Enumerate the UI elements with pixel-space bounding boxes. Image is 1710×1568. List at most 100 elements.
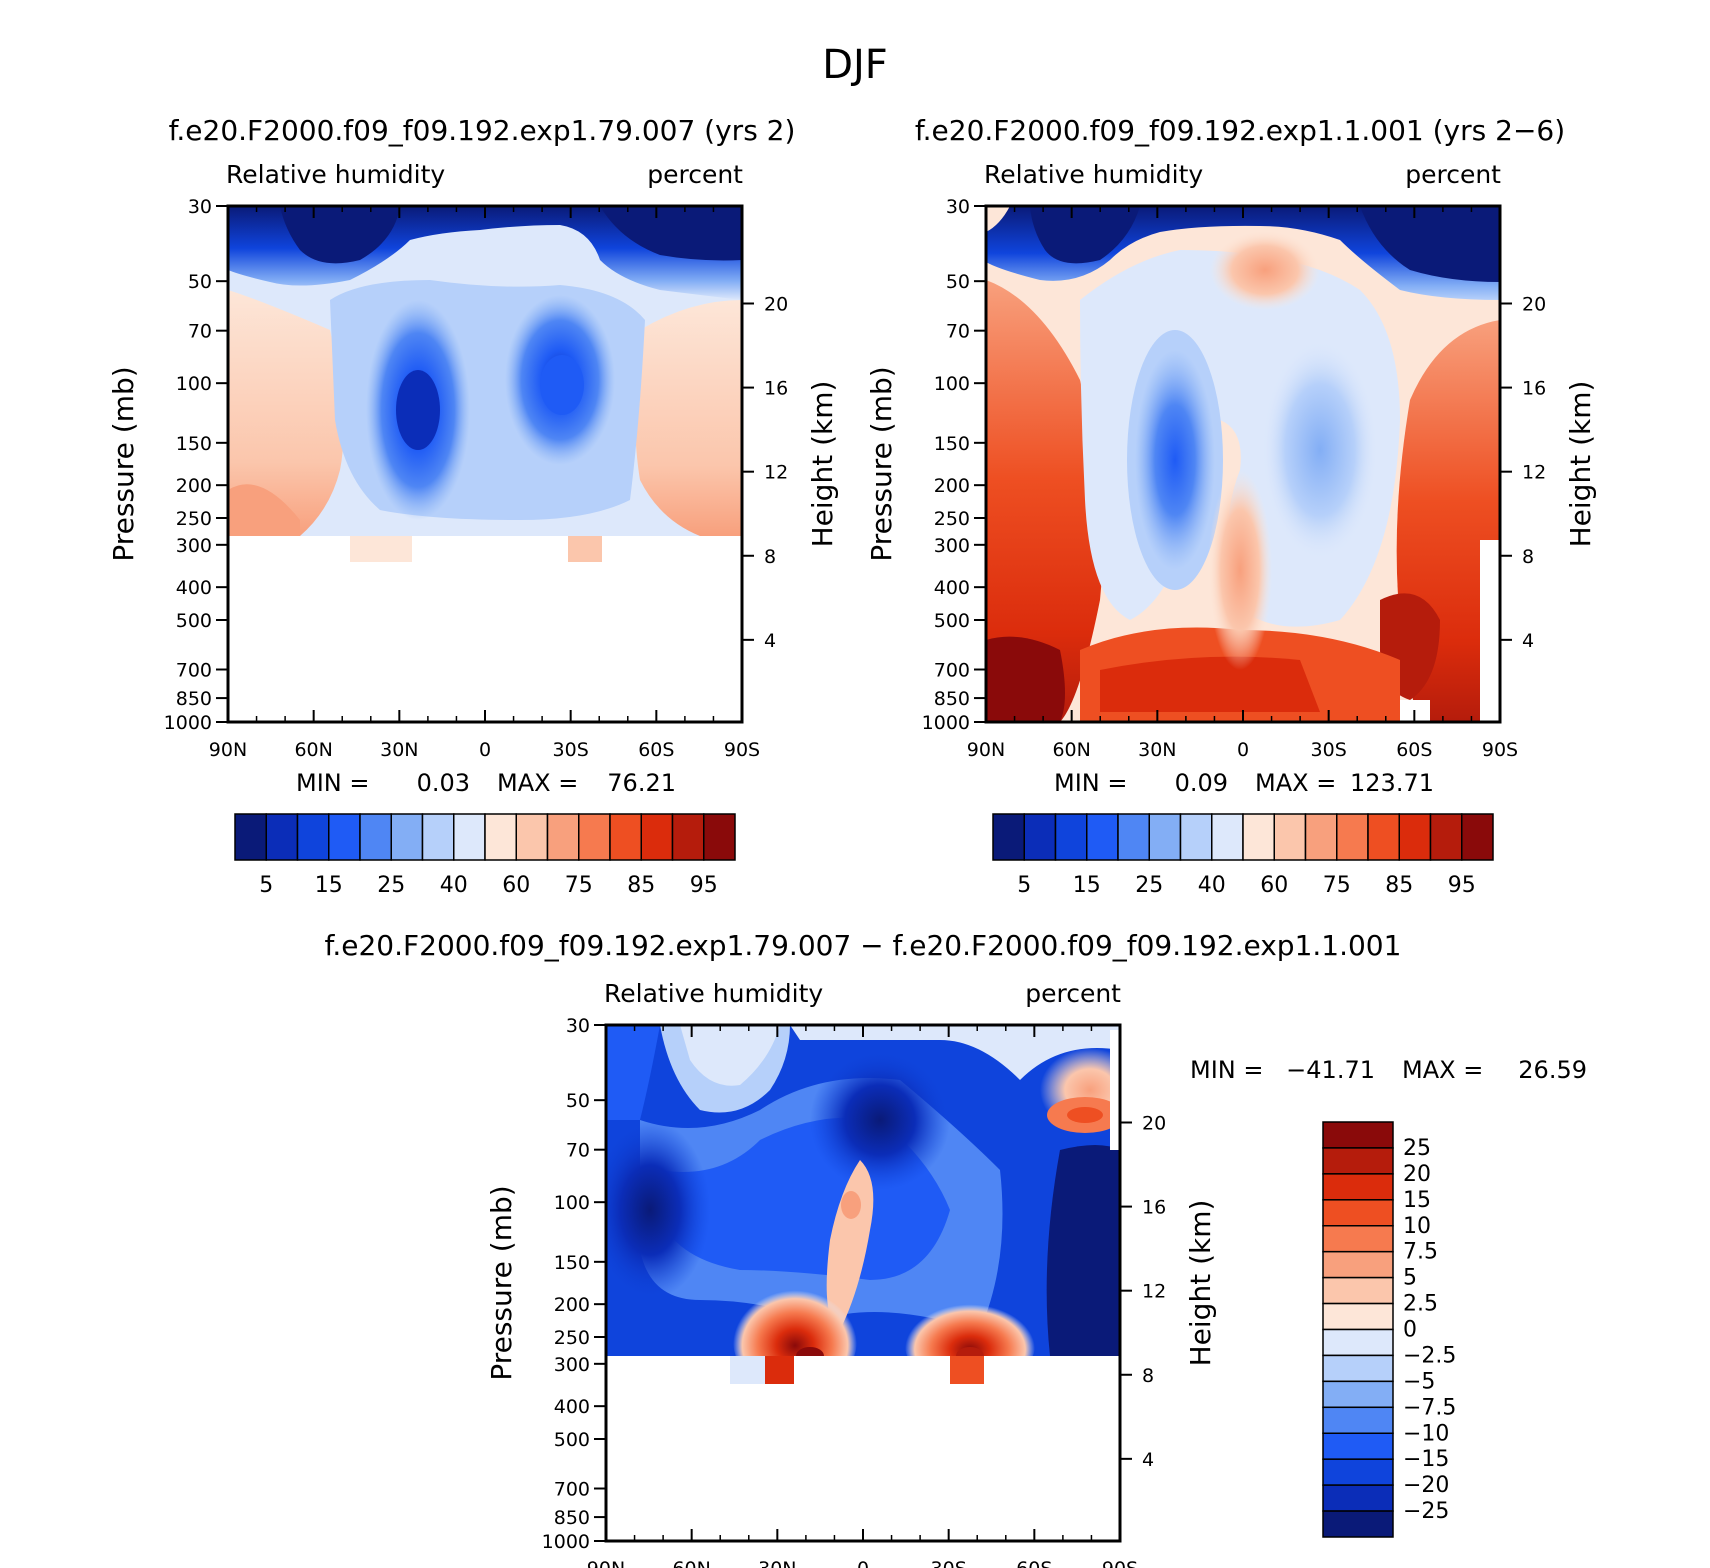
colorbar-box: [1322, 1484, 1394, 1512]
x-tick-label: 0: [1237, 739, 1249, 761]
y-tick-label: 1000: [922, 712, 970, 734]
colorbar-label: −15: [1403, 1447, 1449, 1472]
colorbar-label: 15: [1403, 1188, 1431, 1213]
y-tick-label: 150: [176, 433, 212, 455]
panel-a-title: f.e20.F2000.f09_f09.192.exp1.79.007 (yrs…: [169, 114, 796, 147]
y-tick-label: 50: [946, 271, 970, 293]
y-right-tick-label: 20: [1522, 294, 1546, 316]
y-tick-label: 700: [934, 660, 970, 682]
x-tick-label: 30N: [758, 1558, 796, 1568]
panel-a-axes: 90N 60N 30N 0 30S 60S 90S 30 50 70 100 150 200 250 300…: [164, 196, 789, 761]
x-tick-label: 60N: [1052, 739, 1090, 761]
x-tick-label: 60S: [1396, 739, 1432, 761]
y-tick-label: 500: [554, 1429, 590, 1451]
panel-c-ylabel-right: Height (km): [1184, 1200, 1217, 1367]
x-tick-label: 30N: [1138, 739, 1176, 761]
colorbar-box: [1322, 1328, 1394, 1357]
colorbar-box: [703, 813, 736, 861]
colorbar-label: 20: [1403, 1162, 1431, 1187]
y-tick-label: 50: [188, 271, 212, 293]
colorbar-box: [1322, 1225, 1394, 1253]
y-tick-label: 1000: [542, 1531, 590, 1553]
y-right-tick-label: 16: [1142, 1197, 1166, 1219]
y-tick-label: 300: [554, 1354, 590, 1376]
panel-b-variable-label: Relative humidity: [984, 160, 1203, 189]
panel-a-max-label: MAX =: [497, 769, 578, 797]
y-right-tick-label: 12: [764, 462, 788, 484]
colorbar-box: [1117, 813, 1150, 861]
y-tick-label: 400: [554, 1396, 590, 1418]
colorbar-box: [234, 813, 267, 861]
colorbar-box: [484, 813, 517, 861]
panel-c-units-label: percent: [1025, 979, 1121, 1008]
y-tick-label: 200: [554, 1294, 590, 1316]
colorbar-box: [1322, 1121, 1394, 1149]
colorbar-box: [1322, 1250, 1394, 1279]
panel-a-min-value: 0.03: [417, 769, 470, 797]
colorbar-label: −25: [1403, 1499, 1449, 1524]
panel-c-ylabel: Pressure (mb): [485, 1185, 518, 1380]
y-tick-label: 850: [176, 688, 212, 710]
y-tick-label: 100: [934, 373, 970, 395]
x-tick-label: 30N: [380, 739, 418, 761]
y-right-tick-label: 8: [764, 546, 776, 568]
colorbar-box: [1322, 1458, 1394, 1486]
y-right-tick-label: 4: [764, 630, 776, 652]
y-tick-label: 300: [934, 535, 970, 557]
x-tick-label: 0: [857, 1558, 869, 1568]
colorbar-label: 60: [1260, 873, 1288, 898]
y-tick-label: 500: [934, 610, 970, 632]
colorbar-box: [359, 813, 392, 861]
colorbar-box: [1322, 1354, 1394, 1383]
y-right-tick-label: 16: [1522, 378, 1546, 400]
panel-a-max-value: 76.21: [607, 769, 676, 797]
y-tick-label: 400: [934, 577, 970, 599]
colorbar-box: [1211, 813, 1244, 861]
colorbar-label: −20: [1403, 1473, 1449, 1498]
panel-c-max-label: MAX =: [1402, 1056, 1483, 1084]
y-right-tick-label: 8: [1142, 1365, 1154, 1387]
colorbar-box: [671, 813, 705, 861]
colorbar-label: 5: [259, 873, 273, 898]
panel-b-title: f.e20.F2000.f09_f09.192.exp1.1.001 (yrs …: [915, 114, 1565, 147]
colorbar-label: −7.5: [1403, 1395, 1456, 1420]
colorbar-box: [1322, 1302, 1394, 1331]
panel-a-contour-field: [228, 206, 742, 722]
y-tick-label: 1000: [164, 712, 212, 734]
colorbar-box: [1242, 813, 1275, 861]
y-right-tick-label: 12: [1522, 462, 1546, 484]
panel-c-variable-label: Relative humidity: [604, 979, 823, 1008]
panel-b-axes: 90N 60N 30N 0 30S 60S 90S 30 50 70 100 150 200 250 300…: [922, 196, 1547, 761]
y-tick-label: 250: [176, 508, 212, 530]
y-tick-label: 200: [176, 475, 212, 497]
colorbar-box: [453, 813, 486, 861]
colorbar-box: [1336, 813, 1369, 861]
colorbar-box: [1322, 1147, 1394, 1175]
x-tick-label: 90S: [1482, 739, 1518, 761]
colorbar-box: [1086, 813, 1119, 861]
colorbar-box: [1273, 813, 1307, 861]
panel-b-colorbar: 5 15 25 40 60 75 85 95: [992, 813, 1494, 898]
colorbar-box: [992, 813, 1025, 861]
colorbar-box: [390, 813, 424, 861]
y-tick-label: 700: [554, 1479, 590, 1501]
y-tick-label: 70: [946, 321, 970, 343]
panel-a-min-label: MIN =: [296, 769, 369, 797]
colorbar-box: [1367, 813, 1400, 861]
panel-b-ylabel-right: Height (km): [1564, 381, 1597, 548]
colorbar-label: 5: [1017, 873, 1031, 898]
x-tick-label: 30S: [553, 739, 589, 761]
y-tick-label: 30: [946, 196, 970, 218]
panel-a-ylabel: Pressure (mb): [107, 366, 140, 561]
colorbar-label: 15: [1073, 873, 1101, 898]
y-right-tick-label: 20: [764, 294, 788, 316]
panel-b-min-label: MIN =: [1054, 769, 1127, 797]
colorbar-label: 15: [315, 873, 343, 898]
y-tick-label: 700: [176, 660, 212, 682]
colorbar-box: [1322, 1432, 1394, 1460]
y-right-tick-label: 16: [764, 378, 788, 400]
y-tick-label: 500: [176, 610, 212, 632]
colorbar-box: [1322, 1199, 1394, 1227]
